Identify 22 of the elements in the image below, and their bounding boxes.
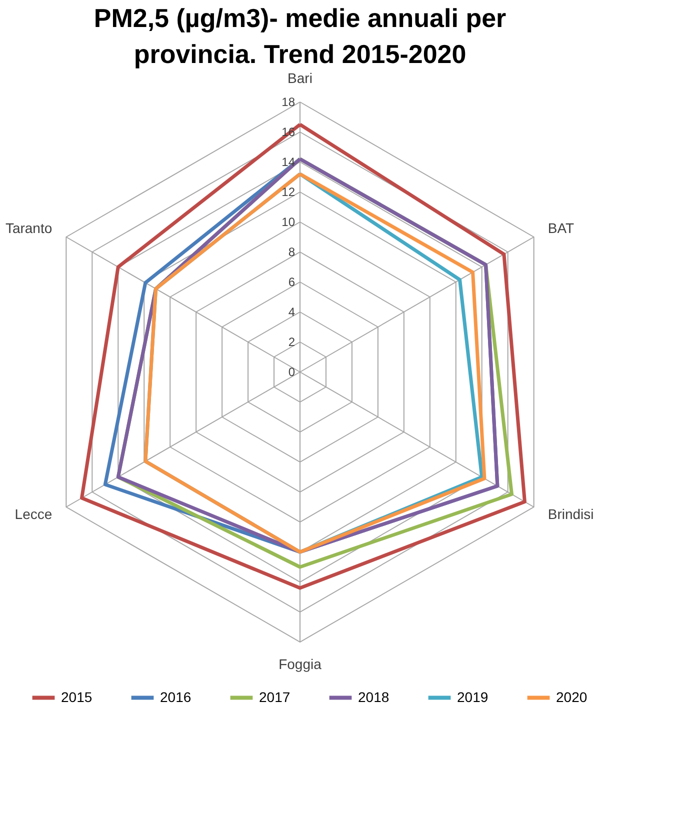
y-tick-label: 4 [288, 305, 296, 319]
spoke-label: Taranto [5, 220, 52, 236]
legend-label: 2015 [61, 688, 92, 705]
y-tick-label: 14 [282, 155, 296, 169]
y-tick-label: 0 [288, 365, 296, 379]
spoke-label: Foggia [278, 656, 322, 672]
legend-label: 2016 [160, 688, 192, 705]
legend-label: 2018 [358, 688, 390, 705]
legend-label: 2020 [556, 688, 588, 705]
y-tick-label: 12 [282, 185, 296, 199]
legend-label: 2019 [457, 688, 488, 705]
spoke-label: Brindisi [548, 506, 594, 522]
chart-title: PM2,5 (µg/m3)- medie annuali per provincia. Trend 2015-2020 [94, 2, 506, 69]
legend-label: 2017 [259, 688, 290, 705]
spoke-label: Bari [288, 70, 312, 86]
y-tick-label: 6 [288, 275, 296, 289]
y-tick-label: 18 [282, 95, 296, 109]
spoke-label: BAT [548, 220, 574, 236]
y-tick-label: 10 [282, 215, 296, 229]
y-tick-label: 8 [288, 245, 296, 259]
y-tick-label: 2 [288, 335, 296, 349]
spoke-label: Lecce [14, 506, 52, 522]
